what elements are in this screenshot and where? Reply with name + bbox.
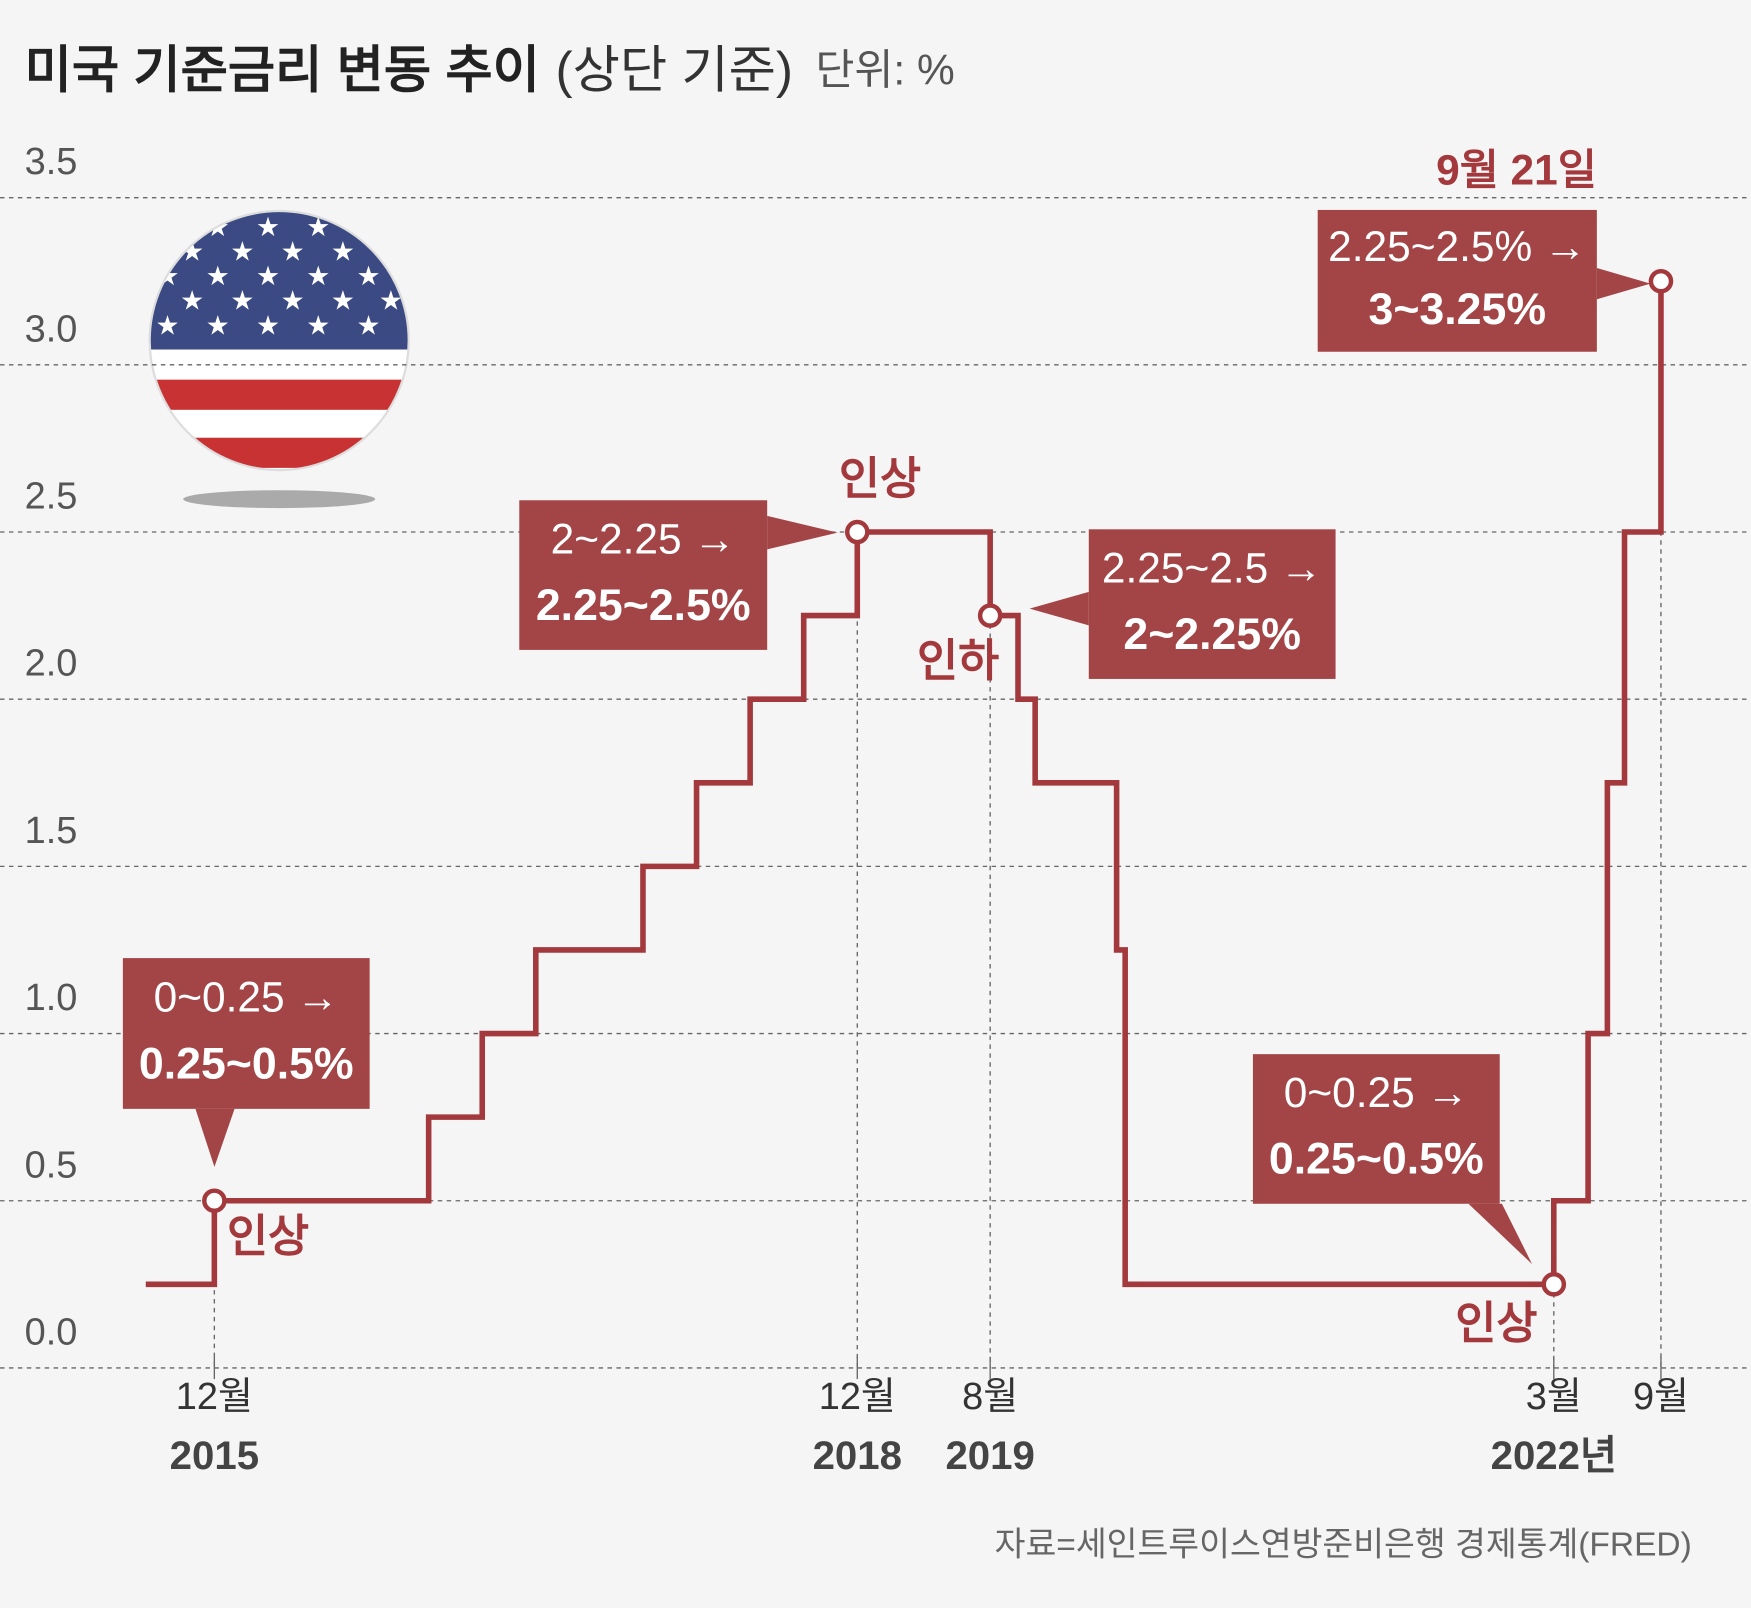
callout-pointer: [195, 1108, 235, 1167]
chart-subtitle: (상단 기준): [556, 41, 793, 98]
callout-pointer: [1596, 268, 1651, 300]
svg-text:★: ★: [180, 286, 204, 316]
callout-text: 2.25~2.5 →: [1102, 544, 1323, 591]
callout-text-bold: 2~2.25%: [1123, 610, 1301, 659]
annotation-label: 인상: [1455, 1299, 1537, 1348]
svg-text:★: ★: [256, 310, 280, 340]
unit-label: 단위: %: [815, 47, 954, 94]
svg-text:★: ★: [230, 286, 254, 316]
y-tick-label: 1.0: [25, 977, 78, 1019]
callout-box: [1088, 529, 1336, 679]
svg-text:★: ★: [331, 286, 355, 316]
y-tick-label: 3.0: [25, 308, 78, 350]
x-tick-label: 12월: [819, 1376, 896, 1418]
annotation-label: 인하: [917, 637, 999, 686]
x-tick-label: 9월: [1633, 1376, 1689, 1418]
callout-pointer: [1029, 591, 1089, 626]
chart-title: 미국 기준금리 변동 추이: [25, 41, 540, 98]
svg-text:★: ★: [156, 310, 180, 340]
x-tick-label: 3월: [1526, 1376, 1582, 1418]
x-tick-label: 12월: [176, 1376, 253, 1418]
svg-text:★: ★: [357, 261, 381, 291]
svg-text:★: ★: [256, 261, 280, 291]
svg-text:★: ★: [206, 310, 230, 340]
x-year-label: 2018: [813, 1433, 902, 1478]
point-marker: [1541, 1272, 1567, 1297]
x-year-label: 2022년: [1491, 1433, 1617, 1478]
source: 자료=세인트루이스연방준비은행 경제통계(FRED): [995, 1526, 1692, 1563]
point-marker: [1648, 268, 1674, 294]
x-year-label: 2015: [170, 1433, 259, 1478]
callout-pointer: [767, 515, 838, 550]
annotation-label: 9월 21일: [1436, 146, 1597, 193]
callout-text-bold: 3~3.25%: [1369, 285, 1547, 334]
callout-box: [122, 958, 370, 1109]
point-marker: [202, 1188, 227, 1214]
callout-text-bold: 2.25~2.5%: [536, 581, 751, 630]
callout-text: 2.25~2.5% →: [1328, 223, 1586, 270]
svg-text:★: ★: [306, 261, 330, 291]
point-marker: [977, 603, 1003, 628]
x-year-label: 2019: [945, 1433, 1034, 1478]
rate-line: [145, 281, 1664, 1288]
svg-text:★: ★: [230, 237, 254, 267]
callout-box: [519, 500, 768, 650]
callout-text: 0~0.25 →: [1284, 1069, 1469, 1116]
y-tick-label: 2.0: [25, 643, 78, 685]
annotation-label: 인상: [839, 455, 921, 504]
point-marker: [845, 519, 870, 545]
annotation-label: 인상: [227, 1212, 309, 1261]
svg-text:★: ★: [281, 237, 305, 267]
callout-text-bold: 0.25~0.5%: [139, 1039, 354, 1088]
svg-text:★: ★: [256, 212, 280, 242]
y-tick-label: 0.5: [25, 1144, 78, 1186]
svg-text:★: ★: [357, 310, 381, 340]
callout-box: [1252, 1054, 1500, 1204]
y-tick-label: 2.5: [25, 476, 78, 518]
x-tick-label: 8월: [962, 1376, 1018, 1418]
chart-heading: 미국 기준금리 변동 추이 (상단 기준) 단위: %: [25, 41, 955, 98]
y-tick-label: 0.0: [25, 1311, 78, 1353]
svg-text:★: ★: [206, 261, 230, 291]
svg-text:★: ★: [331, 237, 355, 267]
callout-text-bold: 0.25~0.5%: [1269, 1135, 1484, 1184]
callout-text: 2~2.25 →: [551, 515, 736, 562]
callout-text: 0~0.25 →: [154, 974, 339, 1021]
svg-text:★: ★: [281, 286, 305, 316]
y-tick-label: 1.5: [25, 810, 78, 852]
y-tick-label: 3.5: [25, 141, 78, 183]
callout-box: [1317, 209, 1597, 352]
svg-text:★: ★: [306, 310, 330, 340]
